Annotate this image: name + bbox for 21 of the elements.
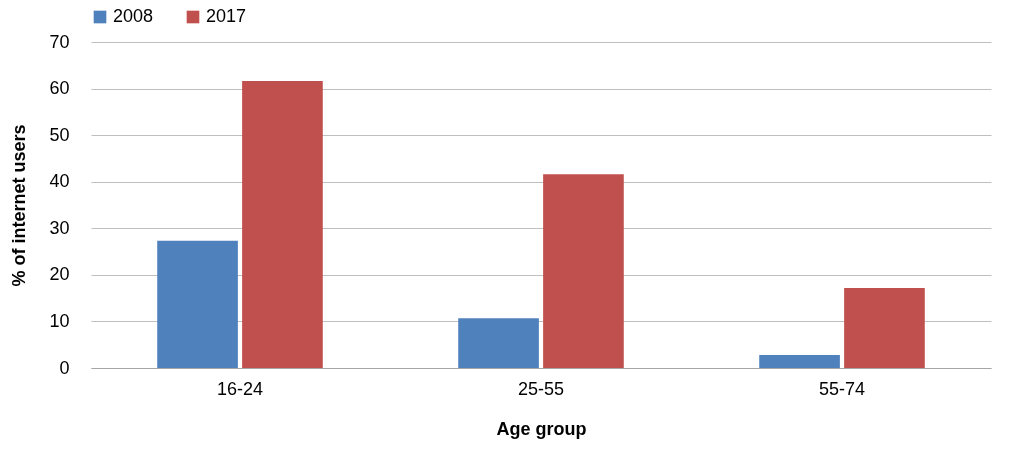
bar	[844, 287, 925, 368]
bar	[759, 354, 840, 368]
y-tick-label: 60	[49, 78, 70, 99]
y-tick-label: 50	[49, 124, 70, 145]
legend-label: 2017	[206, 6, 247, 26]
x-tick-label: 25-55	[517, 378, 565, 399]
x-tick-label: 55-74	[818, 378, 866, 399]
y-tick-label: 10	[49, 310, 70, 331]
bar	[458, 318, 539, 368]
legend-label: 2008	[113, 6, 154, 26]
y-tick-label: 0	[59, 357, 70, 378]
y-tick-label: 20	[49, 264, 70, 285]
y-tick-label: 30	[49, 217, 70, 238]
x-tick-label: 16-24	[216, 378, 264, 399]
x-axis-title: Age group	[496, 418, 587, 439]
y-axis-title: % of internet users	[9, 124, 30, 287]
y-tick-label: 70	[49, 31, 70, 52]
bar	[242, 81, 323, 368]
y-tick-label: 40	[49, 171, 70, 192]
bar	[543, 174, 624, 368]
bar	[157, 240, 238, 368]
